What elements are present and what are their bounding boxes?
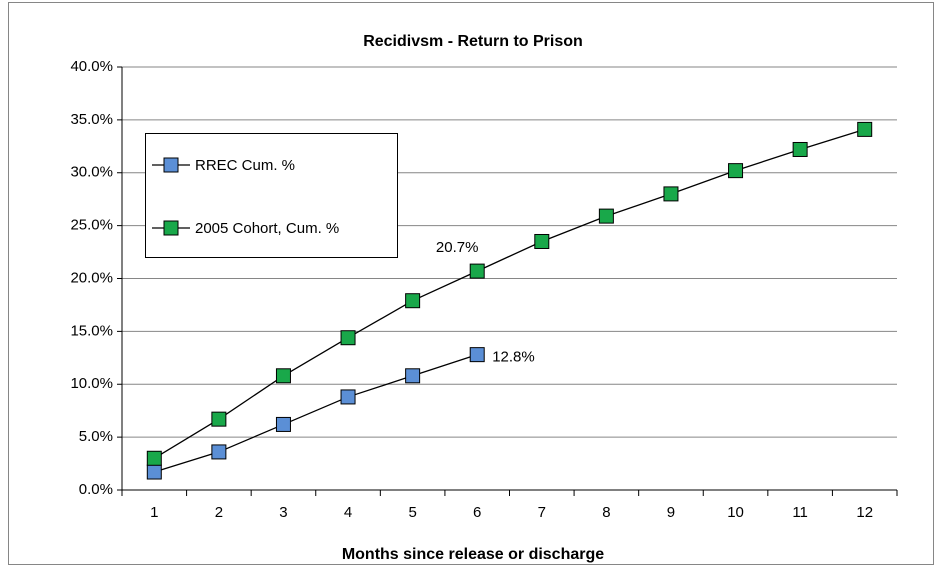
y-tick-label: 0.0% — [79, 481, 113, 498]
marker — [405, 293, 421, 309]
x-tick-label: 3 — [279, 504, 287, 521]
marker — [340, 389, 356, 405]
series-line — [153, 128, 865, 459]
marker — [857, 121, 873, 137]
x-tick-label: 11 — [792, 504, 808, 521]
x-tick-label: 9 — [667, 504, 675, 521]
legend-marker — [163, 220, 179, 236]
y-tick-label: 5.0% — [79, 428, 113, 445]
marker — [146, 450, 162, 466]
x-axis-label: Months since release or discharge — [342, 546, 604, 563]
data-label: 12.8% — [492, 349, 535, 366]
marker — [792, 141, 808, 157]
marker — [728, 163, 744, 179]
data-label: 20.7% — [436, 239, 479, 256]
legend-label: RREC Cum. % — [195, 157, 295, 174]
marker — [469, 263, 485, 279]
y-tick-label: 15.0% — [70, 322, 113, 339]
marker — [598, 208, 614, 224]
x-tick-label: 12 — [856, 504, 873, 521]
marker — [469, 347, 485, 363]
marker — [405, 368, 421, 384]
marker — [275, 368, 291, 384]
chart-title: Recidivsm - Return to Prison — [363, 33, 583, 50]
series-line — [154, 354, 478, 473]
x-tick-label: 7 — [538, 504, 546, 521]
marker — [211, 444, 227, 460]
x-tick-label: 6 — [473, 504, 481, 521]
y-tick-label: 20.0% — [70, 269, 113, 286]
legend-label: 2005 Cohort, Cum. % — [195, 220, 339, 237]
y-tick-label: 10.0% — [70, 375, 113, 392]
marker — [534, 233, 550, 249]
x-tick-label: 1 — [150, 504, 158, 521]
y-tick-label: 25.0% — [70, 217, 113, 234]
marker — [146, 464, 162, 480]
x-tick-label: 10 — [727, 504, 744, 521]
marker — [275, 416, 291, 432]
legend-box — [145, 133, 398, 258]
y-tick-label: 30.0% — [70, 164, 113, 181]
x-tick-label: 2 — [215, 504, 223, 521]
marker — [663, 186, 679, 202]
legend-marker — [163, 157, 179, 173]
y-tick-label: 40.0% — [70, 58, 113, 75]
marker — [340, 330, 356, 346]
x-tick-label: 4 — [344, 504, 352, 521]
x-tick-label: 8 — [602, 504, 610, 521]
chart-border — [8, 2, 934, 565]
marker — [211, 411, 227, 427]
x-tick-label: 5 — [408, 504, 416, 521]
y-tick-label: 35.0% — [70, 111, 113, 128]
